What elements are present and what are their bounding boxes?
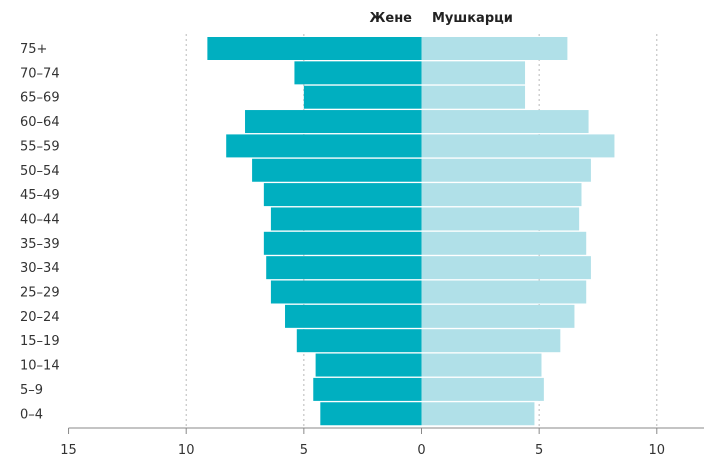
bar-women <box>270 280 422 304</box>
y-tick-label: 60–64 <box>20 115 60 130</box>
bar-women <box>252 158 422 182</box>
bar-men <box>421 207 580 231</box>
y-tick-label: 55–59 <box>20 139 60 154</box>
x-tick-label: 10 <box>649 443 666 458</box>
bar-men <box>421 353 542 377</box>
bar-women <box>296 329 422 353</box>
axes <box>68 427 704 434</box>
bar-women <box>285 304 422 328</box>
legend: Жене Мушкарци <box>369 11 512 26</box>
bar-men <box>421 377 544 401</box>
bar-men <box>421 134 615 158</box>
x-tick-label: 15 <box>60 443 77 458</box>
x-tick-label: 10 <box>178 443 195 458</box>
bar-men <box>421 329 561 353</box>
bar-men <box>421 402 535 426</box>
x-tick-label: 5 <box>300 443 308 458</box>
legend-label-men: Мушкарци <box>432 11 513 26</box>
y-tick-label: 25–29 <box>20 286 60 301</box>
y-tick-label: 75+ <box>20 42 47 57</box>
bar-men <box>421 158 591 182</box>
x-tick-label: 5 <box>535 443 543 458</box>
bar-women <box>315 353 422 377</box>
bar-women <box>303 85 422 109</box>
y-tick-label: 65–69 <box>20 91 60 106</box>
bar-men <box>421 37 568 60</box>
y-tick-label: 40–44 <box>20 212 60 227</box>
legend-label-women: Жене <box>369 11 412 26</box>
bar-men <box>421 256 591 280</box>
bar-women <box>313 377 422 401</box>
bar-women <box>270 207 422 231</box>
bar-men <box>421 61 526 85</box>
bar-women <box>226 134 422 158</box>
y-tick-label: 10–14 <box>20 359 60 374</box>
bar-women <box>263 183 422 207</box>
bar-men <box>421 280 587 304</box>
bar-men <box>421 85 526 109</box>
bar-women <box>263 231 422 255</box>
y-tick-label: 20–24 <box>20 310 60 325</box>
y-tick-label: 30–34 <box>20 261 60 276</box>
labels: 75+ 70–74 65–69 60–64 55–59 50–54 45–49 40–44 35… <box>20 42 665 458</box>
y-tick-label: 50–54 <box>20 164 60 179</box>
bars <box>207 37 615 426</box>
bar-women <box>266 256 422 280</box>
bar-men <box>421 231 587 255</box>
bar-women <box>320 402 422 426</box>
bar-women <box>245 110 422 134</box>
x-tick-label: 0 <box>417 443 425 458</box>
y-tick-label: 35–39 <box>20 237 60 252</box>
y-tick-label: 70–74 <box>20 66 60 81</box>
bar-men <box>421 110 589 134</box>
y-tick-label: 45–49 <box>20 188 60 203</box>
y-tick-label: 0–4 <box>20 407 43 422</box>
bar-men <box>421 304 575 328</box>
y-tick-label: 15–19 <box>20 334 60 349</box>
y-tick-label: 5–9 <box>20 383 43 398</box>
bar-women <box>207 37 422 60</box>
bar-men <box>421 183 582 207</box>
bar-women <box>294 61 422 85</box>
